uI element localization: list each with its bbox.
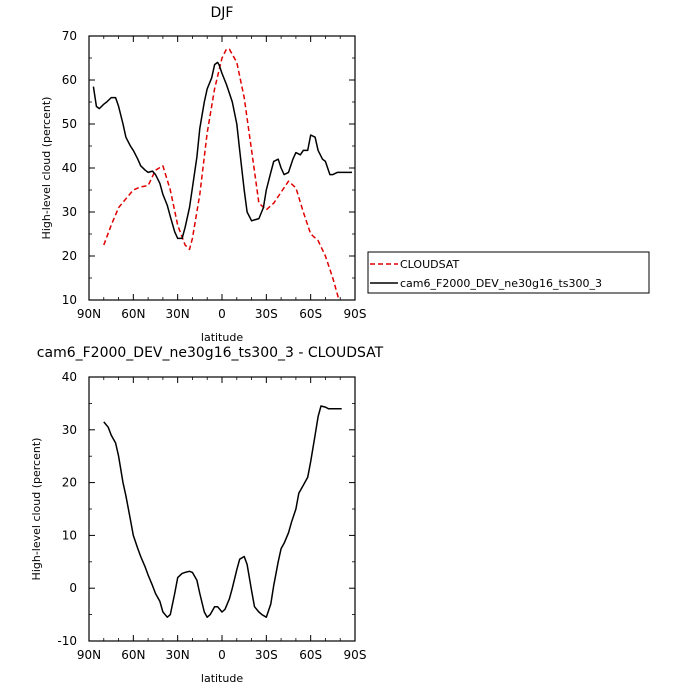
bottom-x-tick-label: 60N: [121, 648, 145, 662]
bottom-x-tick-label: 30N: [166, 648, 190, 662]
top-y-axis-label: High-level cloud (percent): [40, 97, 53, 240]
bottom-x-axis-label: latitude: [201, 672, 243, 685]
legend-label-cloudsat: CLOUDSAT: [400, 258, 459, 271]
bottom-axis-ticks: 90N 60N 30N 0 30S 60S 90S -10 0 10 20 30 40: [57, 370, 366, 662]
bottom-y-tick-label: 30: [62, 423, 77, 437]
top-x-tick-label: 60N: [121, 307, 145, 321]
top-y-tick-label: 40: [62, 161, 77, 175]
bottom-x-tick-label: 30S: [255, 648, 278, 662]
top-panel: DJF 90N 60N 30N 0 30S 60S 90S 10 20 30 40 50 60 70 la…: [40, 5, 366, 344]
bottom-series-lines: [103, 405, 342, 618]
top-plot-frame: [88, 35, 356, 301]
top-y-tick-label: 60: [62, 73, 77, 87]
bottom-panel: cam6_F2000_DEV_ne30g16_ts300_3 - CLOUDSA…: [30, 345, 384, 685]
top-axis-ticks: 90N 60N 30N 0 30S 60S 90S 10 20 30 40 50 60 70: [62, 29, 367, 321]
bottom-y-tick-label: 40: [62, 370, 77, 384]
top-x-tick-label: 30S: [255, 307, 278, 321]
top-x-tick-label: 0: [218, 307, 226, 321]
bottom-x-tick-label: 60S: [299, 648, 322, 662]
top-chart-title: DJF: [211, 5, 234, 21]
bottom-y-tick-label: 0: [69, 581, 77, 595]
top-y-tick-label: 30: [62, 205, 77, 219]
bottom-y-tick-label: 10: [62, 528, 77, 542]
legend-box: [367, 251, 650, 294]
bottom-series-line-0: [103, 405, 342, 618]
bottom-y-tick-label: -10: [57, 634, 77, 648]
top-series-line-0: [103, 48, 340, 300]
top-y-tick-label: 10: [62, 293, 77, 307]
legend-label-model: cam6_F2000_DEV_ne30g16_ts300_3: [400, 277, 602, 290]
bottom-y-axis-label: High-level cloud (percent): [30, 438, 43, 581]
bottom-y-tick-label: 20: [62, 476, 77, 490]
top-y-tick-label: 20: [62, 249, 77, 263]
top-x-axis-label: latitude: [201, 331, 243, 344]
legend: CLOUDSAT cam6_F2000_DEV_ne30g16_ts300_3: [367, 251, 650, 294]
top-series-line-1: [92, 61, 352, 240]
bottom-x-tick-label: 0: [218, 648, 226, 662]
top-x-tick-label: 90N: [77, 307, 101, 321]
top-x-tick-label: 60S: [299, 307, 322, 321]
top-series-lines: [92, 48, 352, 300]
top-y-tick-label: 50: [62, 117, 77, 131]
bottom-chart-title: cam6_F2000_DEV_ne30g16_ts300_3 - CLOUDSA…: [37, 345, 384, 361]
top-x-tick-label: 30N: [166, 307, 190, 321]
top-y-tick-label: 70: [62, 29, 77, 43]
top-x-tick-label: 90S: [344, 307, 367, 321]
bottom-x-tick-label: 90N: [77, 648, 101, 662]
bottom-x-tick-label: 90S: [344, 648, 367, 662]
